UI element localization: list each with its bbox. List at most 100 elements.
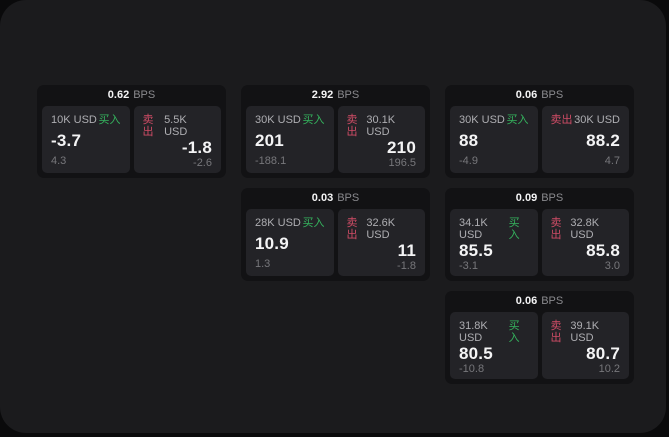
- buy-amount: 30K USD: [459, 114, 505, 126]
- sell-delta: 4.7: [604, 155, 620, 167]
- sell-side-label: 卖出: [550, 114, 573, 126]
- sell-delta: 196.5: [388, 157, 416, 169]
- sell-tile-header: 卖出 30.1K USD: [347, 114, 417, 138]
- sell-price: 11: [397, 241, 416, 260]
- sell-tile[interactable]: 卖出 5.5K USD -1.8 -2.6: [133, 106, 221, 173]
- buy-price: 88: [459, 131, 479, 150]
- quote-card: 0.62 BPS 10K USD 买入 -3.7 4.3 卖出: [37, 85, 226, 178]
- buy-tile[interactable]: 34.1K USD 买入 85.5 -3.1: [450, 209, 538, 276]
- sell-tile[interactable]: 卖出 32.6K USD 11 -1.8: [337, 209, 425, 276]
- buy-delta: 4.3: [51, 155, 67, 167]
- buy-price: -3.7: [51, 131, 82, 150]
- quote-card: 0.06 BPS 30K USD 买入 88 -4.9 卖出: [445, 85, 634, 178]
- sell-delta: -1.8: [397, 260, 416, 272]
- sell-side-label: 卖出: [346, 114, 358, 138]
- buy-tile[interactable]: 10K USD 买入 -3.7 4.3: [42, 106, 130, 173]
- buy-tile-header: 30K USD 买入: [255, 114, 325, 126]
- sell-tile-header: 卖出 5.5K USD: [143, 114, 213, 138]
- buy-side-label: 买入: [508, 320, 520, 344]
- bps-value: 0.09: [515, 192, 538, 204]
- bps-header: 0.06 BPS: [450, 85, 629, 106]
- buy-tile-header: 30K USD 买入: [459, 114, 529, 126]
- quote-cards-grid: 0.62 BPS 10K USD 买入 -3.7 4.3 卖出: [37, 85, 634, 384]
- buy-tile[interactable]: 28K USD 买入 10.9 1.3: [246, 209, 334, 276]
- sell-price: -1.8: [181, 138, 212, 157]
- quote-tiles: 28K USD 买入 10.9 1.3 卖出 32.6K USD 11 -1.8: [246, 209, 425, 276]
- bps-unit-label: BPS: [133, 89, 156, 101]
- buy-delta: -188.1: [255, 155, 287, 167]
- buy-delta: 1.3: [255, 258, 271, 270]
- buy-tile-header: 34.1K USD 买入: [459, 217, 529, 241]
- sell-tile-header: 卖出 32.8K USD: [551, 217, 621, 241]
- sell-amount: 30K USD: [574, 114, 620, 126]
- sell-price: 88.2: [586, 131, 620, 150]
- buy-price: 85.5: [459, 241, 493, 260]
- buy-tile[interactable]: 30K USD 买入 201 -188.1: [246, 106, 334, 173]
- sell-tile[interactable]: 卖出 39.1K USD 80.7 10.2: [541, 312, 629, 379]
- buy-delta: -3.1: [459, 260, 478, 272]
- sell-side-label: 卖出: [346, 217, 358, 241]
- quote-card: 2.92 BPS 30K USD 买入 201 -188.1 卖出: [241, 85, 430, 178]
- buy-price: 80.5: [459, 344, 493, 363]
- buy-side-label: 买入: [302, 114, 325, 126]
- buy-tile[interactable]: 31.8K USD 买入 80.5 -10.8: [450, 312, 538, 379]
- sell-tile[interactable]: 卖出 32.8K USD 85.8 3.0: [541, 209, 629, 276]
- bps-header: 0.06 BPS: [450, 291, 629, 312]
- bps-unit-label: BPS: [541, 192, 564, 204]
- bps-unit-label: BPS: [541, 89, 564, 101]
- buy-side-label: 买入: [302, 217, 325, 229]
- buy-tile-header: 28K USD 买入: [255, 217, 325, 229]
- bps-header: 2.92 BPS: [246, 85, 425, 106]
- sell-tile-header: 卖出 32.6K USD: [347, 217, 417, 241]
- sell-amount: 30.1K USD: [366, 114, 396, 138]
- sell-price: 210: [387, 138, 416, 157]
- sell-tile[interactable]: 卖出 30K USD 88.2 4.7: [541, 106, 629, 173]
- bps-value: 0.06: [515, 89, 538, 101]
- quote-tiles: 30K USD 买入 88 -4.9 卖出 30K USD 88.2 4.7: [450, 106, 629, 173]
- quote-tiles: 30K USD 买入 201 -188.1 卖出 30.1K USD 210 1…: [246, 106, 425, 173]
- sell-price: 80.7: [586, 344, 620, 363]
- sell-amount: 5.5K USD: [164, 114, 188, 138]
- buy-price: 10.9: [255, 234, 289, 253]
- sell-delta: 3.0: [604, 260, 620, 272]
- bps-value: 0.62: [107, 89, 130, 101]
- buy-delta: -10.8: [459, 363, 485, 375]
- bps-value: 0.06: [515, 295, 538, 307]
- quote-tiles: 10K USD 买入 -3.7 4.3 卖出 5.5K USD -1.8 -2.…: [42, 106, 221, 173]
- bps-value: 2.92: [311, 89, 334, 101]
- quote-card: 0.09 BPS 34.1K USD 买入 85.5 -3.1 卖出: [445, 188, 634, 281]
- buy-amount: 34.1K USD: [459, 217, 488, 241]
- buy-amount: 10K USD: [51, 114, 97, 126]
- bps-header: 0.03 BPS: [246, 188, 425, 209]
- buy-amount: 28K USD: [255, 217, 301, 229]
- bps-unit-label: BPS: [337, 89, 360, 101]
- buy-delta: -4.9: [459, 155, 478, 167]
- bps-value: 0.03: [311, 192, 334, 204]
- buy-side-label: 买入: [506, 114, 529, 126]
- quote-tiles: 34.1K USD 买入 85.5 -3.1 卖出 32.8K USD 85.8…: [450, 209, 629, 276]
- buy-tile-header: 10K USD 买入: [51, 114, 121, 126]
- bps-header: 0.09 BPS: [450, 188, 629, 209]
- buy-amount: 31.8K USD: [459, 320, 488, 344]
- sell-amount: 32.8K USD: [570, 217, 600, 241]
- buy-amount: 30K USD: [255, 114, 301, 126]
- sell-side-label: 卖出: [550, 320, 562, 344]
- buy-tile[interactable]: 30K USD 买入 88 -4.9: [450, 106, 538, 173]
- sell-side-label: 卖出: [142, 114, 154, 138]
- sell-tile[interactable]: 卖出 30.1K USD 210 196.5: [337, 106, 425, 173]
- buy-price: 201: [255, 131, 284, 150]
- bps-header: 0.62 BPS: [42, 85, 221, 106]
- bps-unit-label: BPS: [337, 192, 360, 204]
- quote-card: 0.03 BPS 28K USD 买入 10.9 1.3 卖出: [241, 188, 430, 281]
- sell-price: 85.8: [586, 241, 620, 260]
- buy-side-label: 买入: [98, 114, 121, 126]
- buy-side-label: 买入: [508, 217, 520, 241]
- sell-delta: -2.6: [193, 157, 212, 169]
- sell-delta: 10.2: [598, 363, 620, 375]
- sell-tile-header: 卖出 39.1K USD: [551, 320, 621, 344]
- sell-side-label: 卖出: [550, 217, 562, 241]
- quote-card: 0.06 BPS 31.8K USD 买入 80.5 -10.8 卖: [445, 291, 634, 384]
- sell-amount: 39.1K USD: [570, 320, 600, 344]
